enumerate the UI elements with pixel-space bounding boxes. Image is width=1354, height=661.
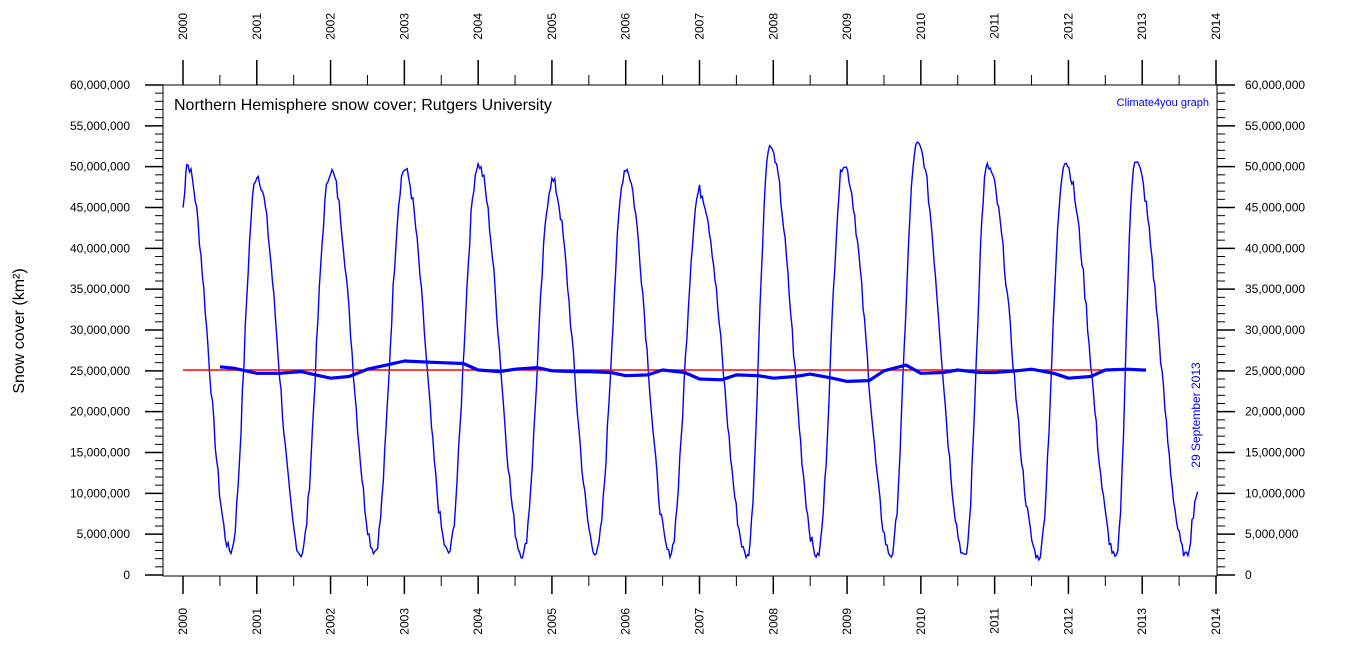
y-tick-label-left: 30,000,000 xyxy=(70,323,130,337)
y-axis-label: Snow cover (km²) xyxy=(11,268,28,393)
x-tick-label-bottom: 2002 xyxy=(324,608,338,635)
x-tick-label-top: 2010 xyxy=(914,13,928,40)
x-tick-label-top: 2012 xyxy=(1061,13,1075,40)
y-tick-label-right: 20,000,000 xyxy=(1245,405,1305,419)
x-tick-label-bottom: 2003 xyxy=(397,608,411,635)
chart-title: Northern Hemisphere snow cover; Rutgers … xyxy=(174,97,552,114)
y-tick-label-left: 20,000,000 xyxy=(70,405,130,419)
x-tick-label-bottom: 2008 xyxy=(766,608,780,635)
y-tick-label-right: 35,000,000 xyxy=(1245,282,1305,296)
x-tick-label-top: 2011 xyxy=(988,13,1002,39)
y-tick-label-left: 5,000,000 xyxy=(77,527,131,541)
y-tick-label-right: 5,000,000 xyxy=(1245,527,1299,541)
x-tick-label-top: 2008 xyxy=(766,13,780,40)
y-tick-label-right: 60,000,000 xyxy=(1245,78,1305,92)
x-tick-label-bottom: 2004 xyxy=(471,608,485,635)
y-tick-label-left: 25,000,000 xyxy=(70,364,130,378)
x-tick-label-bottom: 2013 xyxy=(1135,608,1149,635)
y-tick-label-left: 35,000,000 xyxy=(70,282,130,296)
x-tick-label-top: 2000 xyxy=(176,13,190,40)
x-tick-label-bottom: 2000 xyxy=(176,608,190,635)
y-tick-label-right: 50,000,000 xyxy=(1245,160,1305,174)
y-tick-label-right: 55,000,000 xyxy=(1245,119,1305,133)
y-tick-label-right: 40,000,000 xyxy=(1245,241,1305,255)
y-tick-label-left: 0 xyxy=(123,568,130,582)
x-tick-label-bottom: 2006 xyxy=(619,608,633,635)
y-tick-label-right: 10,000,000 xyxy=(1245,486,1305,500)
running-mean-line xyxy=(219,359,1146,383)
x-tick-label-top: 2003 xyxy=(397,13,411,40)
x-tick-label-bottom: 2012 xyxy=(1061,608,1075,635)
credit-label: Climate4you graph xyxy=(1117,97,1209,109)
x-tick-label-bottom: 2007 xyxy=(693,608,707,635)
y-tick-label-left: 40,000,000 xyxy=(70,241,130,255)
y-tick-label-right: 15,000,000 xyxy=(1245,446,1305,460)
y-tick-label-left: 10,000,000 xyxy=(70,486,130,500)
y-tick-label-left: 55,000,000 xyxy=(70,119,130,133)
x-tick-label-top: 2006 xyxy=(619,13,633,40)
y-tick-label-left: 45,000,000 xyxy=(70,201,130,215)
x-tick-label-top: 2004 xyxy=(471,13,485,40)
x-tick-label-bottom: 2009 xyxy=(840,608,854,635)
x-tick-label-top: 2007 xyxy=(693,13,707,40)
x-tick-label-top: 2013 xyxy=(1135,13,1149,40)
y-tick-label-right: 0 xyxy=(1245,568,1252,582)
x-tick-label-top: 2002 xyxy=(324,13,338,40)
x-tick-label-top: 2009 xyxy=(840,13,854,40)
x-tick-label-top: 2005 xyxy=(545,13,559,40)
y-tick-label-left: 50,000,000 xyxy=(70,160,130,174)
x-tick-label-bottom: 2011 xyxy=(988,608,1002,634)
x-tick-label-bottom: 2005 xyxy=(545,608,559,635)
y-tick-label-left: 60,000,000 xyxy=(70,78,130,92)
x-tick-label-bottom: 2001 xyxy=(250,608,264,635)
x-tick-label-bottom: 2010 xyxy=(914,608,928,635)
y-tick-label-left: 15,000,000 xyxy=(70,446,130,460)
y-tick-label-right: 30,000,000 xyxy=(1245,323,1305,337)
y-tick-label-right: 25,000,000 xyxy=(1245,364,1305,378)
date-annotation: 29 September 2013 xyxy=(1189,362,1203,468)
x-tick-label-top: 2001 xyxy=(250,13,264,40)
x-tick-label-top: 2014 xyxy=(1209,13,1223,40)
y-tick-label-right: 45,000,000 xyxy=(1245,201,1305,215)
weekly-snow-cover-line xyxy=(182,141,1199,562)
plot-frame xyxy=(162,84,1218,577)
x-tick-label-bottom: 2014 xyxy=(1209,608,1223,635)
